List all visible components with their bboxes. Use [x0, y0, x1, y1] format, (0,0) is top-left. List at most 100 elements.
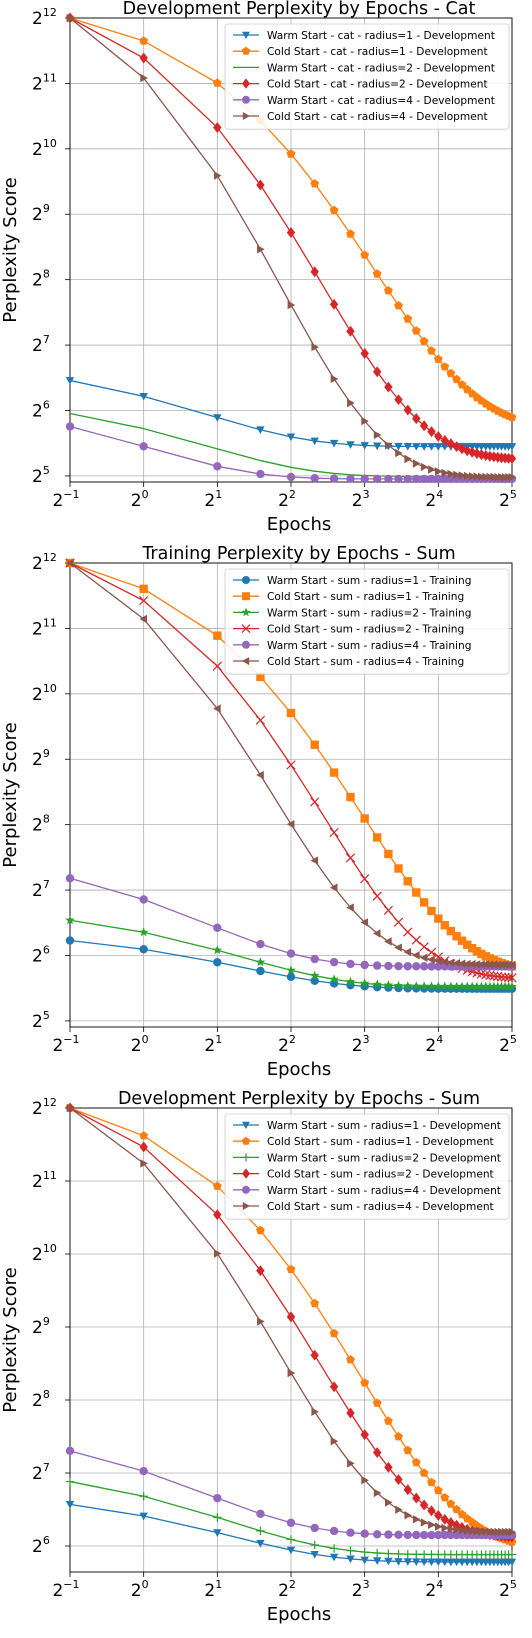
data-point — [447, 1524, 456, 1534]
data-point — [65, 1446, 75, 1456]
data-point — [472, 981, 482, 991]
data-point — [286, 949, 296, 958]
series-3 — [65, 915, 517, 991]
legend-label: Cold Start - sum - radius=4 - Developmen… — [267, 1201, 494, 1213]
data-point — [395, 1505, 403, 1514]
data-point — [419, 474, 429, 484]
legend-entry: Cold Start - sum - radius=1 - Developmen… — [233, 1136, 494, 1148]
data-point — [451, 981, 462, 991]
legend-marker — [242, 592, 250, 601]
data-point — [360, 982, 369, 991]
data-point — [411, 326, 421, 335]
chart-title: Development Perplexity by Epochs - Cat — [123, 0, 476, 19]
data-point — [212, 1181, 222, 1190]
data-point — [457, 380, 467, 389]
data-point — [384, 1557, 393, 1566]
data-point — [310, 437, 319, 446]
data-point — [446, 926, 456, 936]
data-point — [434, 443, 443, 451]
x-tick-label: 21 — [204, 1033, 222, 1056]
data-point — [433, 354, 443, 363]
data-point — [420, 1518, 429, 1527]
x-tick-label: 22 — [278, 1033, 296, 1056]
data-point — [507, 1558, 517, 1567]
data-point — [360, 918, 368, 927]
data-point — [394, 1530, 403, 1540]
legend-label: Cold Start - sum - radius=2 - Training — [267, 624, 464, 636]
data-point — [213, 1493, 222, 1503]
data-point — [482, 472, 490, 482]
data-point — [384, 1461, 393, 1473]
y-tick-label: 25 — [32, 464, 50, 487]
x-tick-label: 23 — [352, 1578, 370, 1601]
data-point — [427, 1477, 436, 1487]
data-point — [500, 981, 510, 991]
data-point — [310, 740, 319, 749]
data-point — [412, 1492, 421, 1504]
data-point — [311, 1407, 319, 1416]
data-point — [412, 1558, 421, 1566]
legend-box — [224, 568, 510, 675]
data-point — [384, 849, 393, 859]
data-point — [65, 558, 74, 568]
y-tick-label: 212 — [32, 1096, 57, 1119]
legend-marker — [242, 1185, 250, 1194]
data-point — [489, 971, 499, 981]
data-point — [310, 179, 320, 188]
data-point — [372, 961, 382, 970]
data-point — [490, 472, 499, 482]
data-point — [419, 1550, 429, 1559]
legend-entry: Warm Start - sum - radius=2 - Developmen… — [233, 1152, 501, 1164]
x-tick-label: 25 — [499, 1033, 517, 1056]
data-point — [434, 1510, 443, 1521]
y-tick-label: 28 — [32, 1388, 50, 1411]
data-point — [457, 1509, 467, 1519]
legend-label: Warm Start - sum - radius=1 - Training — [267, 575, 471, 587]
data-point — [472, 947, 482, 956]
data-point — [476, 981, 487, 991]
data-point — [310, 797, 320, 807]
data-point — [140, 73, 148, 83]
y-tick-label: 210 — [32, 137, 57, 160]
data-point — [213, 1209, 222, 1221]
legend-label: Cold Start - sum - radius=4 - Training — [267, 656, 464, 668]
data-point — [384, 381, 393, 393]
series-2 — [65, 13, 517, 422]
data-point — [256, 179, 265, 191]
y-tick-label: 27 — [32, 878, 50, 901]
data-point — [394, 1558, 403, 1566]
data-point — [394, 301, 403, 310]
data-point — [346, 1355, 355, 1364]
data-point — [489, 960, 498, 969]
data-point — [419, 953, 428, 962]
data-point — [139, 36, 149, 45]
data-point — [507, 443, 517, 451]
x-tick-label: 25 — [499, 1578, 517, 1601]
data-point — [446, 368, 456, 378]
x-tick-label: 24 — [425, 1578, 443, 1601]
data-point — [453, 1525, 461, 1534]
data-point — [419, 443, 429, 451]
data-point — [286, 1546, 296, 1555]
data-point — [394, 442, 403, 451]
data-point — [257, 245, 265, 254]
data-point — [394, 1549, 403, 1559]
data-point — [440, 1558, 449, 1567]
data-point — [360, 250, 370, 259]
y-tick-label: 26 — [32, 1534, 50, 1557]
data-point — [310, 266, 319, 278]
tick-labels: 2−1 20 21 22 23 24 25 25 26 27 28 29 210 211 212 — [32, 6, 517, 511]
data-point — [393, 980, 404, 990]
data-point — [139, 442, 148, 451]
data-point — [485, 450, 495, 462]
data-point — [452, 1558, 461, 1567]
data-point — [468, 1526, 477, 1536]
legend-entry: Warm Start - cat - radius=2 - Developmen… — [233, 62, 495, 74]
series-group — [65, 558, 517, 993]
data-point — [404, 1511, 412, 1520]
data-point — [310, 954, 319, 964]
data-point — [139, 596, 149, 606]
x-tick-label: 2−1 — [52, 1578, 79, 1601]
data-point — [493, 971, 503, 982]
tick-labels: 2−1 20 21 22 23 24 25 25 26 27 28 29 210 211 212 — [32, 551, 517, 1056]
